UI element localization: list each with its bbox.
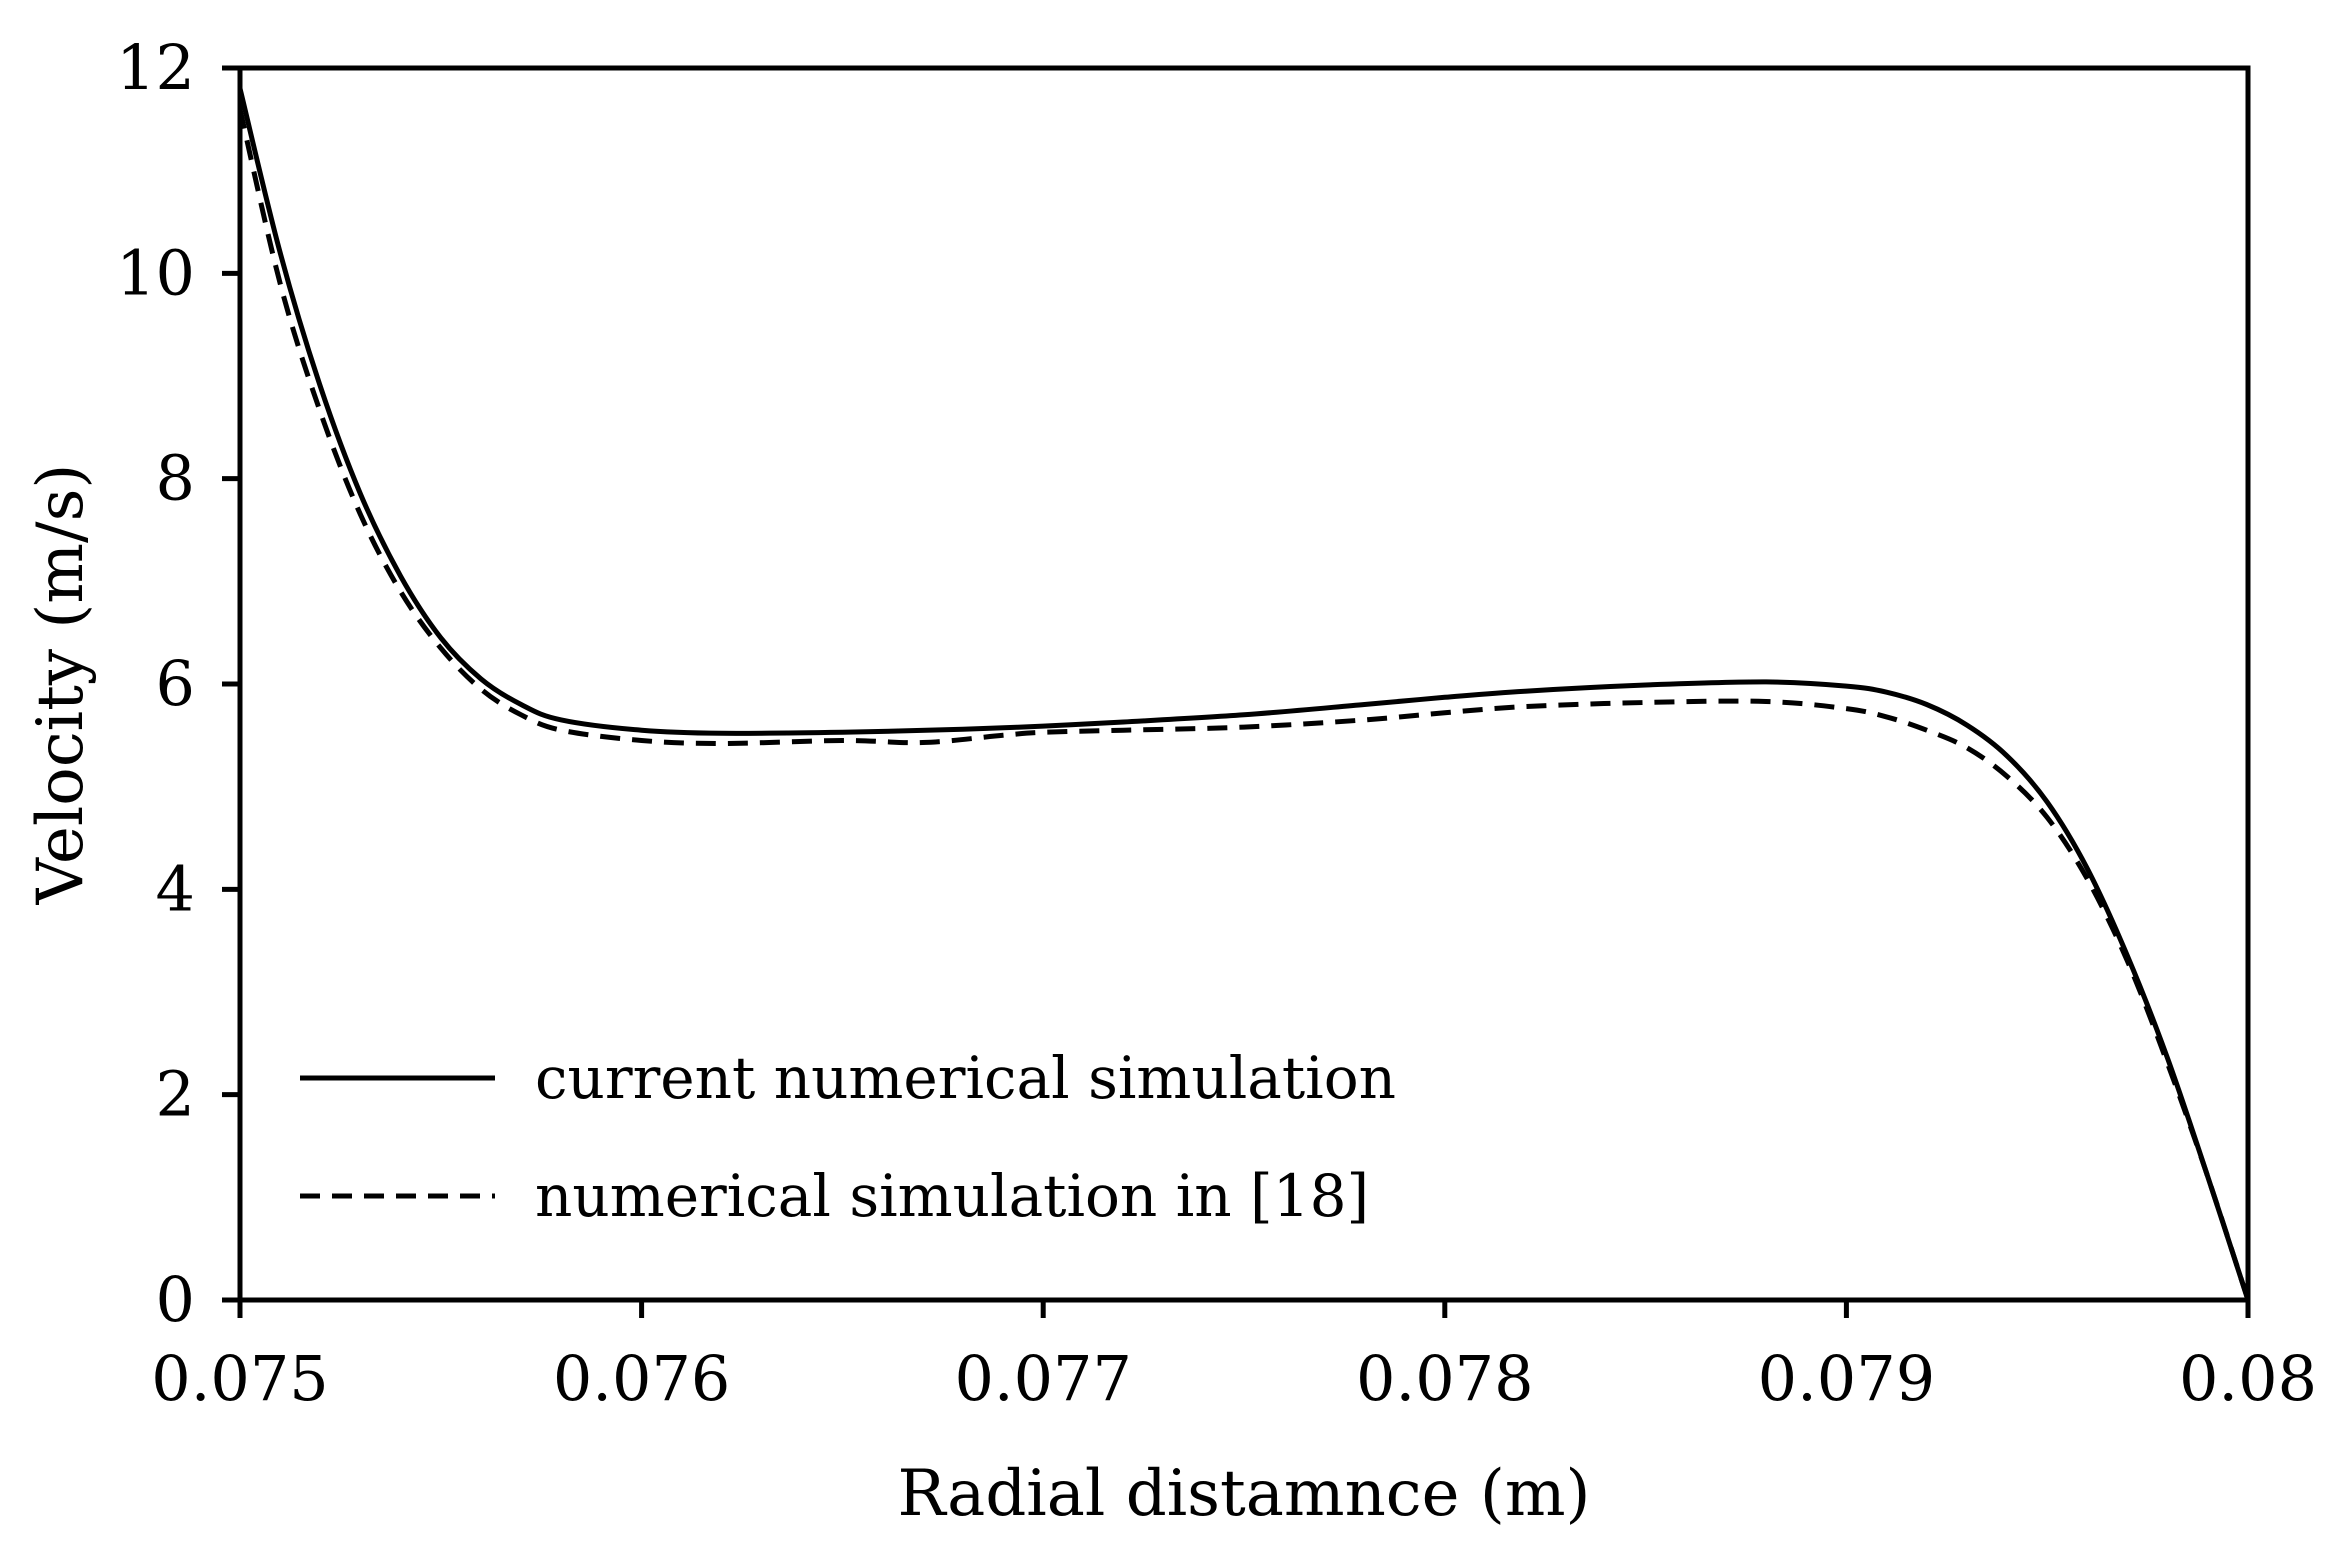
series-line-current-simulation [237,87,2251,1301]
series-line-reference-simulation [237,108,2251,1301]
x-tick-label: 0.08 [2179,1342,2317,1415]
legend-label-reference-simulation: numerical simulation in [18] [535,1162,1369,1230]
y-tick-label: 0 [156,1263,195,1336]
x-tick-label: 0.077 [954,1342,1132,1415]
y-tick-label: 8 [156,442,195,515]
x-tick-label: 0.076 [553,1342,731,1415]
plot-area-frame [237,65,2251,1303]
y-tick-label: 2 [156,1058,195,1131]
x-tick-label: 0.075 [151,1342,329,1415]
x-tick-label: 0.079 [1758,1342,1936,1415]
axis-ticks: 0.075 0.076 0.077 0.078 0.079 0.08 0 2 4 6 8 10 12 [116,31,2317,1415]
y-tick-label: 10 [116,236,195,309]
y-axis-title: Velocity (m/s) [24,464,98,906]
y-tick-label: 6 [156,647,195,720]
legend: current numerical simulation numerical s… [300,1044,1396,1230]
x-tick-label: 0.078 [1356,1342,1534,1415]
x-axis-title: Radial distamnce (m) [898,1457,1591,1531]
legend-label-current-simulation: current numerical simulation [535,1044,1396,1112]
series-layer [237,87,2251,1301]
y-tick-label: 4 [156,852,195,925]
y-tick-label: 12 [116,31,195,104]
